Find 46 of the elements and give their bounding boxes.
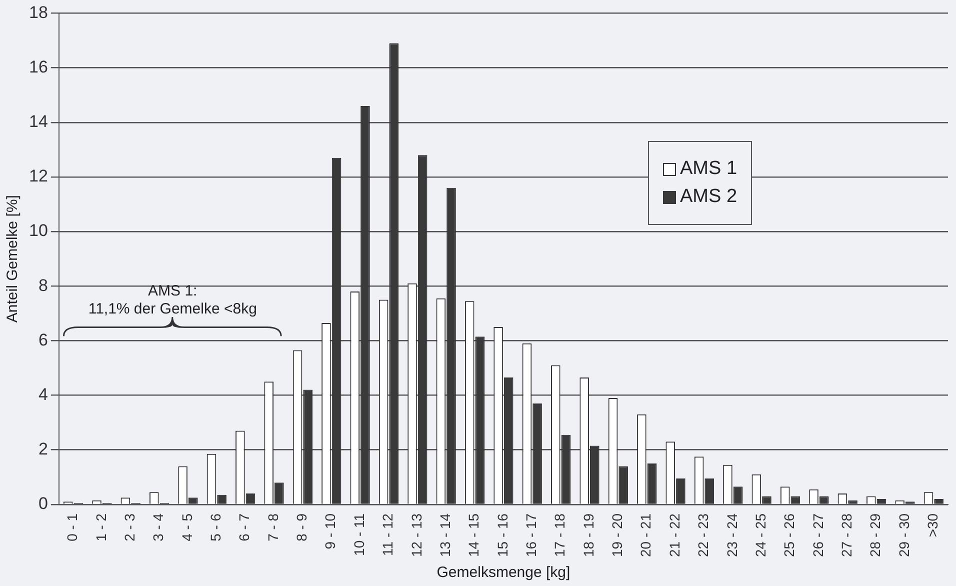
y-tick-label: 4 xyxy=(38,384,48,404)
x-tick-label: 7 - 8 xyxy=(264,513,281,542)
y-tick-label: 18 xyxy=(28,2,48,22)
y-tick-label: 6 xyxy=(38,330,48,350)
x-tick-label: 4 - 5 xyxy=(178,513,195,542)
x-tick-label: 24 - 25 xyxy=(752,513,768,558)
x-tick-label: 27 - 28 xyxy=(838,513,854,558)
y-tick-label: 8 xyxy=(38,276,48,295)
x-tick-label: 12 - 13 xyxy=(408,513,424,558)
x-tick-label: 15 - 16 xyxy=(494,513,510,558)
x-tick-label: 11 - 12 xyxy=(380,513,396,556)
x-tick-label: 1 - 2 xyxy=(92,513,109,542)
x-tick-label: 25 - 26 xyxy=(781,513,798,558)
x-tick-label: 5 - 6 xyxy=(208,513,224,542)
x-tick-label: 6 - 7 xyxy=(236,513,252,542)
x-tick-label: 8 - 9 xyxy=(294,513,310,542)
x-tick-label: 3 - 4 xyxy=(150,513,166,542)
x-tick-label: 22 - 23 xyxy=(695,513,712,558)
x-tick-label: 17 - 18 xyxy=(552,513,568,558)
x-tick-label: 0 - 1 xyxy=(64,513,80,542)
x-tick-label: 18 - 19 xyxy=(580,513,596,558)
y-tick-label: 10 xyxy=(28,221,48,240)
y-tick-label: 0 xyxy=(38,494,48,514)
x-tick-label: 29 - 30 xyxy=(896,513,912,558)
x-tick-label: 9 - 10 xyxy=(322,513,338,550)
x-tick-label: 2 - 3 xyxy=(121,513,138,542)
y-tick-label: 2 xyxy=(38,440,48,459)
legend-label: AMS 1 xyxy=(680,158,738,180)
x-tick-label: 14 - 15 xyxy=(466,513,482,558)
x-tick-label: 13 - 14 xyxy=(436,513,453,558)
y-tick-label: 14 xyxy=(28,112,48,132)
x-tick-label: 20 - 21 xyxy=(638,513,654,558)
x-tick-label: 10 - 11 xyxy=(350,513,367,556)
legend-label: AMS 2 xyxy=(680,186,738,208)
x-tick-label: 19 - 20 xyxy=(609,513,626,558)
y-tick-label: 16 xyxy=(28,57,48,76)
x-tick-label: 28 - 29 xyxy=(867,513,884,558)
x-tick-label: >30 xyxy=(924,513,941,538)
y-axis-title: Anteil Gemelke [%] xyxy=(4,195,22,323)
x-tick-label: 23 - 24 xyxy=(724,513,740,558)
x-axis-title: Gemelksmenge [kg] xyxy=(436,564,570,582)
y-tick-label: 12 xyxy=(28,166,48,186)
annotation: AMS 1: 11,1% der Gemelke <8kg xyxy=(88,282,257,318)
x-tick-label: 26 - 27 xyxy=(810,513,826,558)
x-tick-label: 16 - 17 xyxy=(522,513,539,558)
x-tick-label: 21 - 22 xyxy=(666,513,682,558)
